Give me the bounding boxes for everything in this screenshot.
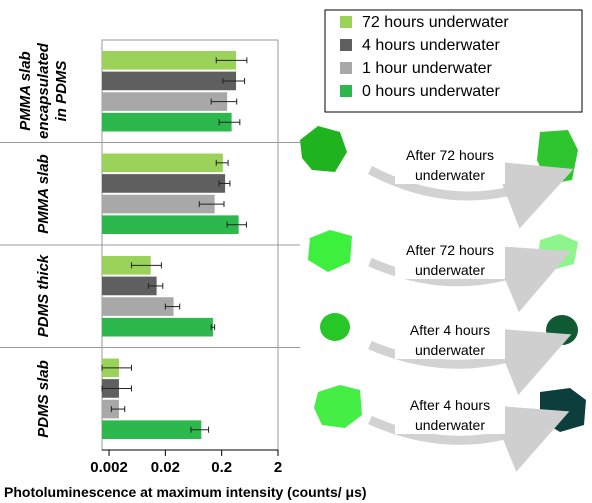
bar bbox=[102, 174, 225, 193]
legend-swatch bbox=[340, 62, 352, 74]
bar bbox=[102, 215, 239, 234]
legend-label: 4 hours underwater bbox=[362, 37, 501, 54]
annotation: After 72 hours bbox=[406, 147, 494, 163]
y-category-label: PMMA slab encapsulated in PDMS bbox=[17, 41, 71, 141]
y-category-label: PDMS slab bbox=[35, 349, 53, 449]
bar bbox=[102, 154, 223, 173]
annotation: After 4 hours bbox=[410, 397, 490, 413]
legend-swatch bbox=[340, 85, 352, 97]
bar bbox=[102, 318, 213, 337]
bar bbox=[102, 113, 232, 132]
bar bbox=[102, 72, 236, 91]
x-tick-label: 2 bbox=[274, 459, 282, 476]
page: 0.002 0.02 0.2 2 Photoluminescence at maximu… bbox=[0, 0, 592, 503]
annotation: underwater bbox=[415, 417, 485, 433]
legend-swatch bbox=[340, 39, 352, 51]
annotation: underwater bbox=[415, 167, 485, 183]
chart: 0.002 0.02 0.2 2 Photoluminescence at maximu… bbox=[0, 0, 592, 503]
x-axis-label: Photoluminescence at maximum intensity (… bbox=[4, 484, 367, 500]
bar bbox=[102, 195, 215, 214]
x-tick-label: 0.2 bbox=[211, 459, 232, 476]
bar bbox=[102, 92, 227, 111]
y-category-label: PMMA slab bbox=[35, 144, 53, 244]
x-tick-label: 0.02 bbox=[151, 459, 180, 476]
legend-label: 72 hours underwater bbox=[362, 14, 509, 31]
annotation: underwater bbox=[415, 342, 485, 358]
x-tick-label: 0.002 bbox=[90, 459, 128, 476]
legend-swatch bbox=[340, 16, 352, 28]
legend-label: 1 hour underwater bbox=[362, 60, 493, 77]
annotation: underwater bbox=[415, 262, 485, 278]
annotation: After 72 hours bbox=[406, 242, 494, 258]
annotation: After 4 hours bbox=[410, 322, 490, 338]
legend-label: 0 hours underwater bbox=[362, 83, 501, 100]
bar bbox=[102, 420, 201, 439]
bar bbox=[102, 297, 174, 316]
y-category-label: PDMS thick bbox=[35, 246, 53, 346]
